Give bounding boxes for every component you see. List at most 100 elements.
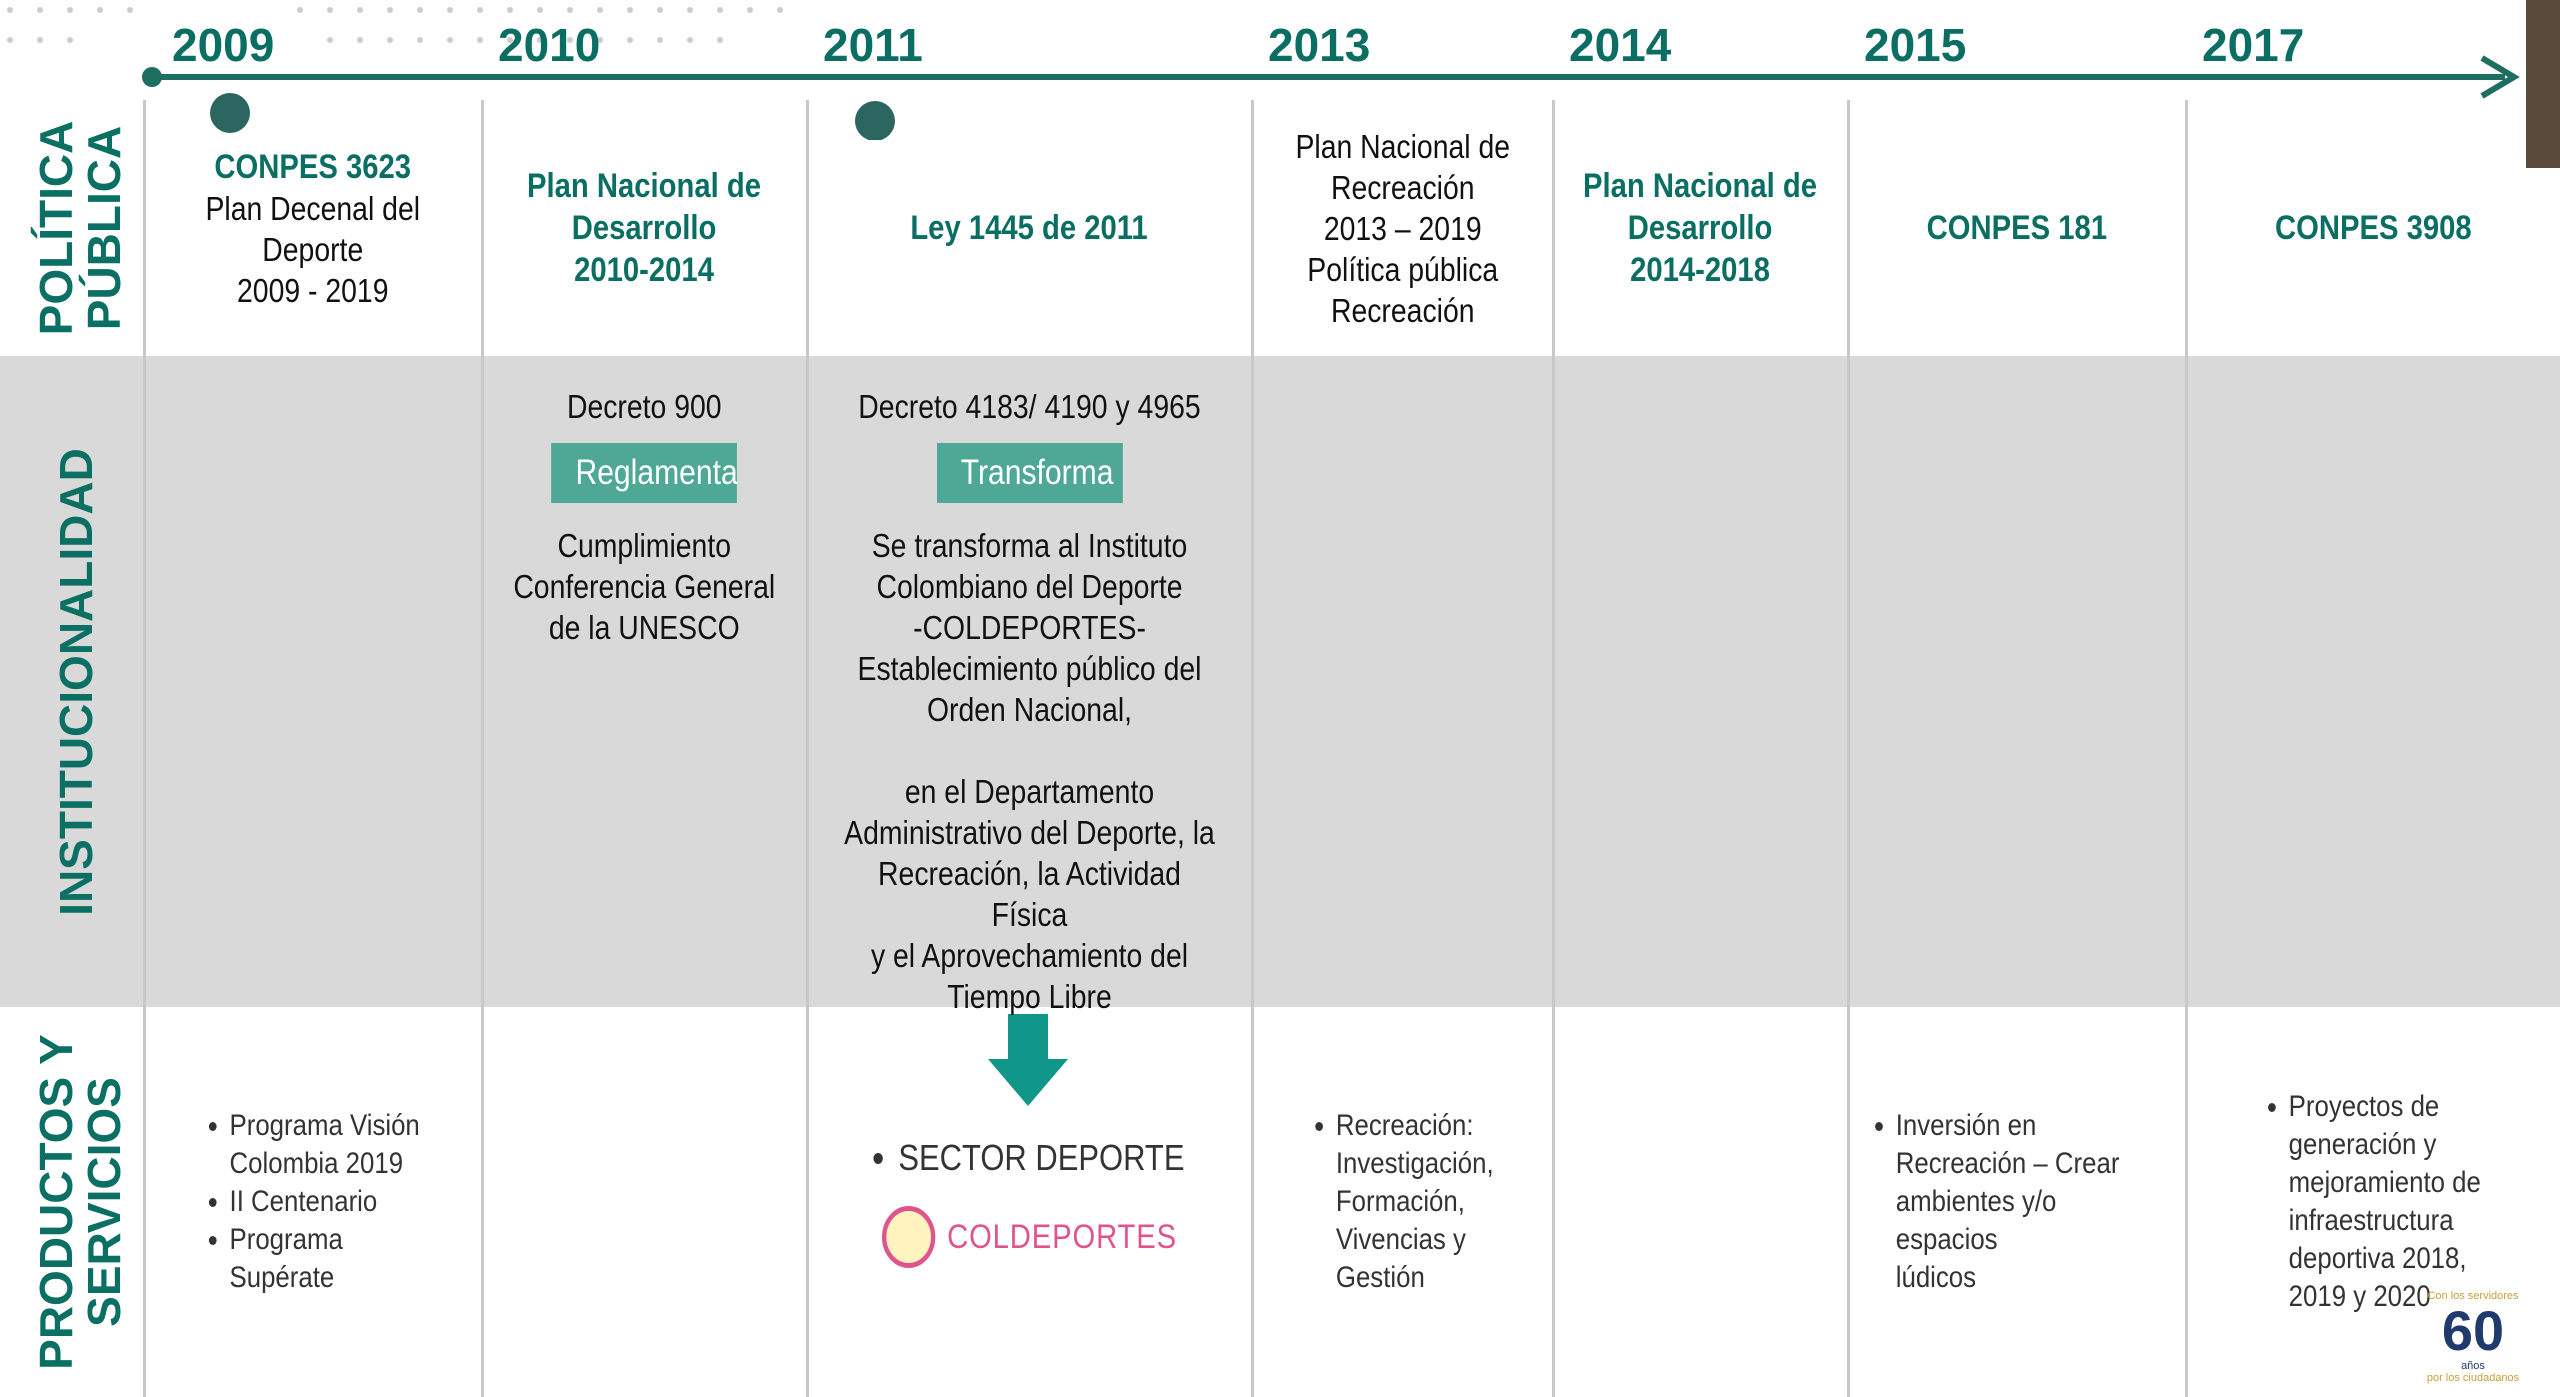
heading: Plan Nacional de Desarrollo 2014-2018 [1583,167,1818,289]
row-label-line: POLÍTICA [30,120,82,336]
bullet-item: II Centenario [230,1183,420,1221]
cell-content: SECTOR DEPORTE COLDEPORTES [874,1136,1185,1268]
milestone-dot [855,101,895,140]
cell-content: Inversión en Recreación – Crear ambiente… [1872,1107,2163,1297]
cell: Programa Visión Colombia 2019II Centenar… [144,1007,482,1397]
logo-text: COLDEPORTES [947,1217,1178,1256]
cell [482,1007,807,1397]
row-band [0,356,2560,1007]
cell: Proyectos de generación y mejoramiento d… [2186,1007,2560,1397]
row-label: PRODUCTOS Y SERVICIOS [30,1034,130,1370]
badge-number: 60 [2441,1299,2505,1362]
tag: Reglamenta [551,443,738,503]
bullet-list: SECTOR DEPORTE [874,1136,1184,1180]
bullet-list: Proyectos de generación y mejoramiento d… [2265,1088,2481,1316]
year-label: 2017 [2202,19,2305,71]
text: Se transforma al Instituto Colombiano de… [844,527,1215,1015]
year-label: 2013 [1268,19,1371,71]
badge-sub: años [2461,1360,2485,1372]
bullet-item: SECTOR DEPORTE [898,1136,1184,1180]
cell-content: CONPES 181 [1927,207,2107,249]
row-label-line: INSTITUCIONALIDAD [50,447,102,916]
row-label: POLÍTICA PÚBLICA [30,120,130,336]
cell-content: Programa Visión Colombia 2019II Centenar… [206,1107,420,1297]
heading: Ley 1445 de 2011 [910,209,1149,247]
cell: CONPES 181 [1848,100,2186,356]
bullet-item: Programa Visión Colombia 2019 [230,1107,420,1183]
bullet-item: Inversión en Recreación – Crear ambiente… [1896,1107,2163,1297]
year-label: 2010 [498,19,601,71]
column-divider [1552,100,1555,1397]
cell: Decreto 4183/ 4190 y 4965 Transforma Se tr… [807,356,1252,1015]
cell-content: Ley 1445 de 2011 [911,207,1148,249]
down-arrow [988,1014,1068,1106]
cell-content: Proyectos de generación y mejoramiento d… [2265,1088,2481,1316]
cell-content: CONPES 3908 [2275,207,2472,249]
row-label-line: SERVICIOS [78,1077,130,1327]
column-divider [1847,100,1850,1397]
column-divider [1251,100,1254,1397]
cell: Plan Nacional de Desarrollo 2014-2018 [1553,100,1848,356]
cell-content: Plan Nacional de Recreación 2013 – 2019 … [1295,126,1510,331]
cell-content: Recreación: Investigación, Formación, Vi… [1312,1107,1494,1297]
timeline-arrow [2480,55,2520,99]
cell: Plan Nacional de Recreación 2013 – 2019 … [1252,100,1553,356]
cell: Inversión en Recreación – Crear ambiente… [1848,1007,2186,1397]
text: Decreto 900 [567,388,722,425]
cell-content: Plan Nacional de Desarrollo 2014-2018 [1583,165,1817,291]
row-label-line: PÚBLICA [78,125,130,331]
cell: SECTOR DEPORTE COLDEPORTES [807,1007,1252,1397]
row-label: INSTITUCIONALIDAD [50,447,102,916]
cell [1252,356,1553,1007]
heading: Plan Nacional de Desarrollo 2010-2014 [527,167,762,289]
year-label: 2009 [172,19,275,71]
logo: COLDEPORTES [881,1206,1178,1268]
cell [144,356,482,1007]
column-divider [481,100,484,1397]
timeline [142,55,2520,140]
heading: CONPES 3908 [2274,209,2472,247]
bullet-item: Proyectos de generación y mejoramiento d… [2289,1088,2481,1316]
bullet-item: Programa Supérate [230,1221,420,1297]
cell-content: Decreto 4183/ 4190 y 4965 Transforma Se tr… [838,386,1221,1017]
cell-content: CONPES 3623 Plan Decenal del Deporte 2009… [206,146,421,311]
column-divider [143,100,146,1397]
milestone-dot [210,93,250,133]
text: Plan Decenal del Deporte 2009 - 2019 [205,189,421,309]
cell: Decreto 900 Reglamenta Cumplimiento Confer… [482,356,807,1007]
badge-top: Con los servidores [2427,1290,2519,1302]
bullet-list: Recreación: Investigación, Formación, Vi… [1312,1107,1494,1297]
logo-emblem [881,1206,936,1268]
text: Cumplimiento Conferencia General de la U… [513,527,776,646]
anniversary-badge: Con los servidores 60 años por los ciudadan… [2418,1290,2528,1395]
badge-bottom: por los ciudadanos [2426,1372,2520,1384]
heading: CONPES 3623 [214,147,412,186]
cell: CONPES 3908 [2186,100,2560,356]
text: Plan Nacional de Recreación 2013 – 2019 … [1295,127,1510,329]
cell-content: Plan Nacional de Desarrollo 2010-2014 [527,165,761,291]
column-divider [806,100,809,1397]
cell: Recreación: Investigación, Formación, Vi… [1252,1007,1553,1397]
cell: Ley 1445 de 2011 [807,100,1252,356]
year-label: 2014 [1569,19,1672,71]
bullet-item: Recreación: Investigación, Formación, Vi… [1336,1107,1494,1297]
cell: Plan Nacional de Desarrollo 2010-2014 [482,100,807,356]
tag: Transforma [936,443,1123,503]
cell [1553,356,1848,1007]
heading: CONPES 181 [1926,209,2108,247]
dot-pattern [7,7,783,43]
cell: CONPES 3623 Plan Decenal del Deporte 2009… [144,100,482,356]
year-label: 2011 [823,19,923,71]
row-label-line: PRODUCTOS Y [30,1034,82,1370]
cell [1848,356,2186,1007]
cell [2186,356,2560,1007]
corner-bar [2526,0,2560,168]
cell [1553,1007,1848,1397]
cell-content: Decreto 900 Reglamenta Cumplimiento Confer… [514,386,776,648]
year-label: 2015 [1864,19,1967,71]
bullet-list: Inversión en Recreación – Crear ambiente… [1872,1107,2163,1297]
timeline-start [142,67,162,87]
bullet-list: Programa Visión Colombia 2019II Centenar… [206,1107,420,1297]
